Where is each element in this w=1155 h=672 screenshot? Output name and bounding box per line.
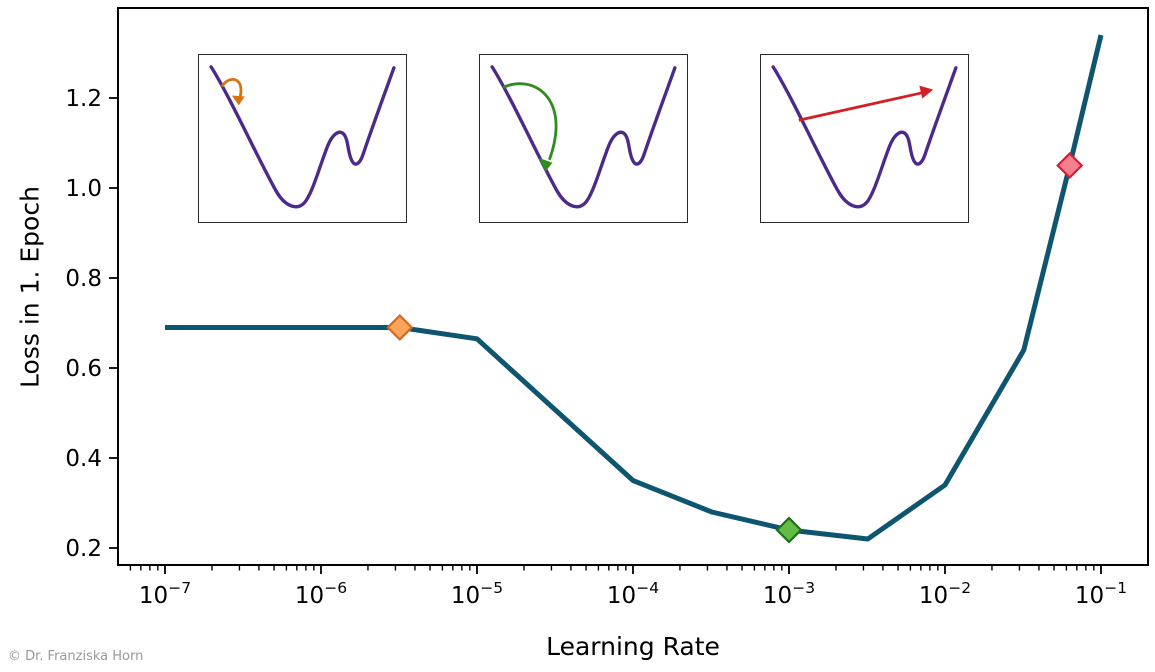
y-tick-label: 0.6 xyxy=(65,356,102,382)
loss-landscape-curve xyxy=(209,65,396,209)
inset-large-step xyxy=(760,54,969,223)
inset-good-step-plot xyxy=(490,65,677,209)
good-step-arrow xyxy=(502,82,558,161)
x-tick-label: 10−5 xyxy=(451,579,503,609)
x-tick-label: 10−2 xyxy=(919,579,971,609)
x-tick-label: 10−3 xyxy=(763,579,815,609)
x-axis: 10−7 10−6 10−5 10−4 10−3 10−2 10−1 xyxy=(129,565,1127,609)
large-step-arrowhead-icon xyxy=(919,85,934,99)
y-tick-label: 1.0 xyxy=(65,176,102,202)
y-tick-label: 1.2 xyxy=(65,86,102,112)
y-tick-label: 0.4 xyxy=(65,446,102,472)
loss-landscape-curve xyxy=(771,65,958,209)
x-tick-label: 10−6 xyxy=(295,579,347,609)
plot-border xyxy=(117,7,1149,566)
inset-small-step-plot xyxy=(209,65,396,209)
x-tick-label: 10−1 xyxy=(1075,579,1127,609)
inset-good-step xyxy=(479,54,688,223)
copyright-text: © Dr. Franziska Horn xyxy=(8,649,144,664)
small-step-arrowhead-icon xyxy=(231,95,245,106)
marker-good-lr xyxy=(775,516,803,544)
good-step-arrowhead-icon xyxy=(538,157,553,172)
x-tick-label: 10−4 xyxy=(607,579,659,609)
lr-markers xyxy=(386,151,1084,544)
small-step-arrow xyxy=(220,78,243,99)
x-tick-label: 10−7 xyxy=(139,579,191,609)
inset-large-step-plot xyxy=(771,65,958,209)
y-tick-label: 0.2 xyxy=(65,536,102,562)
inset-small-step xyxy=(198,54,407,223)
marker-too-large-lr xyxy=(1056,151,1084,180)
y-tick-label: 0.8 xyxy=(65,266,102,292)
y-axis: 0.2 0.4 0.6 0.8 1.0 1.2 xyxy=(65,86,118,562)
loss-landscape-curve xyxy=(490,65,677,209)
marker-too-small-lr xyxy=(386,313,414,342)
large-step-arrow xyxy=(798,91,924,122)
y-axis-label: Loss in 1. Epoch xyxy=(15,186,45,388)
x-axis-label: Learning Rate xyxy=(546,632,720,661)
